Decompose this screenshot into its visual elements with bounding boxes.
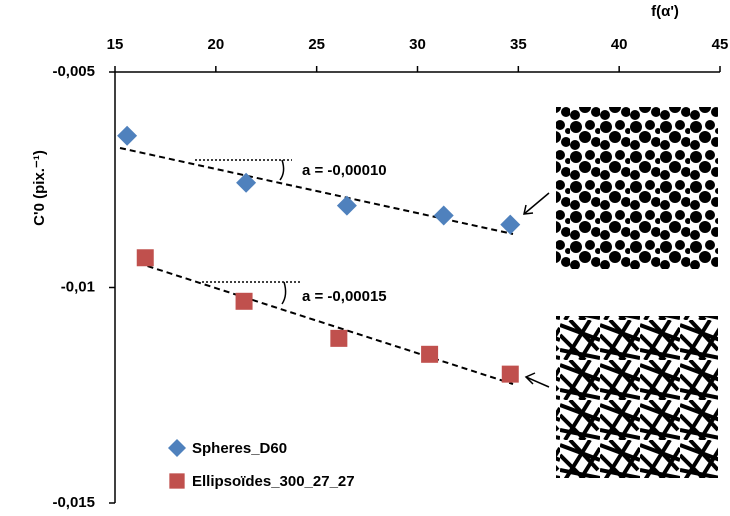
slope-guides [195,159,300,283]
point [117,125,138,146]
point [236,172,257,193]
point [235,292,253,310]
point [500,214,521,235]
point [336,195,357,216]
point [421,345,439,363]
legend-marker [168,439,186,457]
legend-label: Ellipsoïdes_300_27_27 [192,473,355,490]
sphere-image [556,107,718,269]
arrows [523,192,550,388]
y-tick-label: -0,01 [61,278,95,295]
point [136,249,154,267]
y-axis-title: C'0 (pix.⁻¹) [31,150,48,226]
x-tick-label: 35 [510,36,527,53]
ellipsoid-image [556,316,718,478]
x-tick-label: 40 [611,36,628,53]
y-tick-label: -0,015 [52,494,95,511]
x-tick-label: 25 [308,36,325,53]
point [330,329,348,347]
x-tick-label: 15 [107,36,124,53]
slope-arcs [279,159,287,305]
legend-marker [169,473,185,489]
x-axis-title: f(α') [651,3,679,20]
y-tick-label: -0,005 [52,63,95,80]
x-tick-label: 20 [207,36,224,53]
annotation: a = -0,00015 [302,288,387,305]
annotation: a = -0,00010 [302,162,387,179]
x-tick-label: 30 [409,36,426,53]
x-tick-label: 45 [712,36,729,53]
point [501,365,519,383]
trend-lines [119,147,514,385]
point [433,205,454,226]
legend-label: Spheres_D60 [192,440,287,457]
